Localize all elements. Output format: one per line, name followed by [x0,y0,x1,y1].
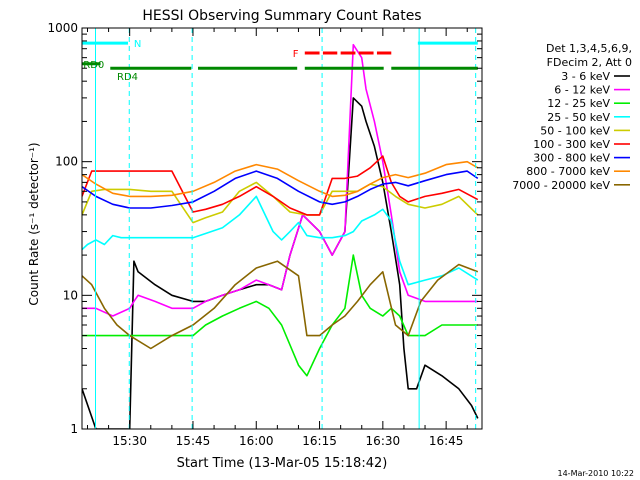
x-tick-label: 16:45 [429,434,464,448]
legend-label: 25 - 50 keV [547,111,610,124]
annotation-label-N: N [134,39,141,50]
x-tick-label: 16:00 [239,434,274,448]
y-tick-label: 1 [70,422,78,436]
y-tick-label: 10 [63,288,78,302]
chart-title: HESSI Observing Summary Count Rates [142,8,421,24]
legend-label: 100 - 300 keV [533,138,610,151]
annotation-label-RD4: RD4 [117,72,138,83]
legend-label: 800 - 7000 keV [526,165,610,178]
x-tick-label: 16:30 [366,434,401,448]
legend-label: 12 - 25 keV [547,97,610,110]
series-line-300-800keV [82,170,479,209]
x-tick-label: 15:45 [176,434,211,448]
series-line-800-7000keV [82,160,479,198]
legend-label: 7000 - 20000 keV [512,179,610,192]
series-line-25-50keV [82,195,479,286]
x-tick-label: 16:15 [302,434,337,448]
y-tick-label: 1000 [47,21,78,35]
annotation-label-F: F [293,49,299,60]
x-tick-label: 15:30 [112,434,147,448]
y-tick-label: 100 [55,155,78,169]
plot-area: N F RD0 RD4 1 10 100 1000 15:30 15:45 16:00 16:15 16… [47,21,483,448]
series-line-12-25keV [82,254,478,377]
legend-label: 6 - 12 keV [554,84,610,97]
legend-header-line: Det 1,3,4,5,6,9, [546,42,632,55]
legend: Det 1,3,4,5,6,9,FDecim 2, Att 03 - 6 keV… [512,42,632,192]
legend-label: 50 - 100 keV [540,124,610,137]
y-axis-label: Count Rate (s⁻¹ detector⁻¹) [27,142,41,305]
series-group [82,43,479,429]
plot-frame [81,27,483,430]
legend-header-line: FDecim 2, Att 0 [547,56,632,69]
series-line-7000-20000keV [82,260,479,350]
footer-timestamp: 14-Mar-2010 10:22 [558,469,635,478]
series-line-6-12keV [82,43,478,317]
series-line-50-100keV [82,181,479,224]
legend-label: 300 - 800 keV [533,152,610,165]
x-axis-label: Start Time (13-Mar-05 15:18:42) [177,456,388,471]
legend-label: 3 - 6 keV [561,70,610,83]
annotation-label-RD0: RD0 [83,60,104,71]
series-line-100-300keV [82,155,479,216]
